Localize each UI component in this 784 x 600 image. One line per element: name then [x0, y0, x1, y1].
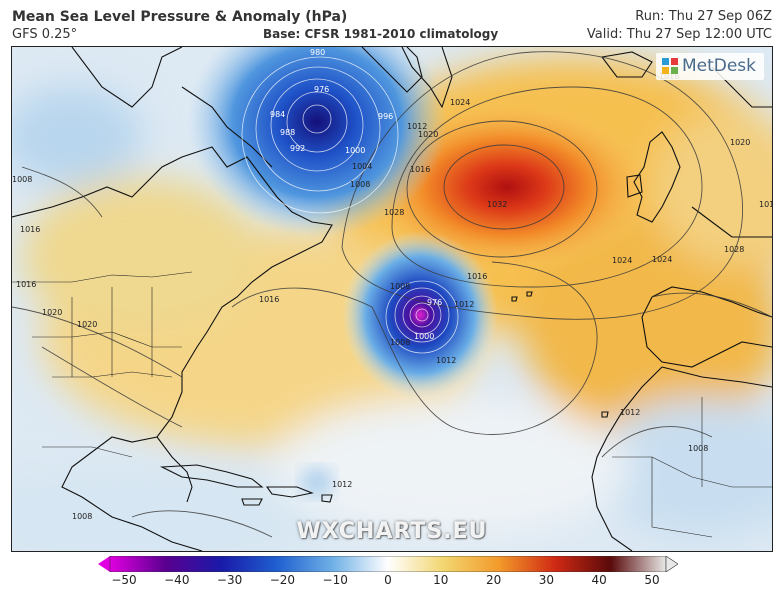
- run-time-label: Run: Thu 27 Sep 06Z: [635, 9, 772, 24]
- isobar-label: 1020: [42, 308, 62, 317]
- isobar-label: 1008: [390, 338, 410, 347]
- isobar-label: 1016: [467, 272, 487, 281]
- isobar-label: 988: [280, 128, 295, 137]
- colorbar-tick-label: −30: [216, 573, 243, 587]
- isobar-label: 1012: [332, 480, 352, 489]
- colorbar-tick-label: −40: [164, 573, 190, 587]
- colorbar-tick-label: −50: [111, 573, 137, 587]
- model-label: GFS 0.25°: [12, 27, 78, 42]
- isobar-label: 1012: [454, 300, 474, 309]
- colorbar-tick-label: 10: [433, 573, 449, 587]
- colorbar-tick-label: 40: [591, 573, 607, 587]
- low-pressure-anomaly-north: [187, 47, 447, 237]
- metdesk-logo-text: MetDesk: [681, 56, 756, 76]
- isobar-label: 1004: [352, 162, 372, 171]
- isobar-label: 1028: [384, 208, 404, 217]
- isobar-label: 980: [310, 48, 325, 57]
- isobar-label: 1024: [612, 256, 632, 265]
- colorbar-tick-label: 20: [485, 573, 502, 587]
- isobar-label: 1020: [418, 130, 438, 139]
- chart-title: Mean Sea Level Pressure & Anomaly (hPa): [12, 9, 348, 25]
- isobar-label: 1012: [407, 122, 427, 131]
- pressure-anomaly-map[interactable]: 980 976 984 988 992 996 1000 1004 1008 1012 1016 10…: [11, 46, 773, 552]
- hurricane-low-anomaly: [342, 231, 498, 399]
- metdesk-logo-icon: [661, 58, 678, 74]
- coastlines: [12, 47, 772, 551]
- isobar-label: 1024: [450, 98, 470, 107]
- wxcharts-watermark: WXCHARTS.EU: [296, 519, 488, 544]
- isobar-label: 1012: [436, 356, 456, 365]
- isobar-label: 1020: [730, 138, 750, 147]
- isobar-label: 1024: [652, 255, 672, 264]
- colorbar-tick-label: 30: [538, 573, 555, 587]
- metdesk-logo: MetDesk: [655, 53, 764, 80]
- climatology-base-label: Base: CFSR 1981-2010 climatology: [263, 27, 499, 41]
- isobar-label: 1016: [16, 280, 36, 289]
- isobar-label: 976: [427, 298, 442, 307]
- isobar-label: 1008: [72, 512, 92, 521]
- isobar-label: 1028: [724, 245, 744, 254]
- isobar-label: 1008: [12, 175, 32, 184]
- isobar-label: 1008: [688, 444, 708, 453]
- colorbar-tick-label: −20: [269, 573, 296, 587]
- isobar-label: 1012: [620, 408, 640, 417]
- isobar-label: 1008: [350, 180, 370, 189]
- colorbar-tick-label: −10: [322, 573, 348, 587]
- isobar-label: 1016: [410, 165, 430, 174]
- isobar-label: 996: [378, 112, 393, 121]
- isobar-label: 1000: [345, 146, 365, 155]
- colorbar-high-arrow: [665, 556, 678, 572]
- isobar-label: 1016: [20, 225, 40, 234]
- isobar-label: 1008: [390, 282, 410, 291]
- colorbar-low-arrow: [98, 556, 110, 572]
- borders: [12, 271, 772, 538]
- isobar-label: 984: [270, 110, 285, 119]
- colorbar-tick-label: 50: [644, 573, 660, 587]
- isobar-label: 1020: [77, 320, 97, 329]
- isobars: [12, 51, 772, 538]
- map-canvas: 980 976 984 988 992 996 1000 1004 1008 1012 1016 10…: [12, 47, 772, 551]
- isobar-label: 1032: [487, 200, 507, 209]
- valid-time-label: Valid: Thu 27 Sep 12:00 UTC: [586, 27, 772, 42]
- isobar-label: 992: [290, 144, 305, 153]
- anomaly-colorbar: [98, 556, 678, 572]
- isobar-label: 1000: [414, 332, 434, 341]
- isobar-label: 976: [314, 85, 329, 94]
- isobar-label: 1016: [259, 295, 279, 304]
- colorbar-tick-label: 0: [384, 573, 392, 587]
- isobars-low: [241, 56, 459, 354]
- isobar-label: 1012: [759, 200, 772, 209]
